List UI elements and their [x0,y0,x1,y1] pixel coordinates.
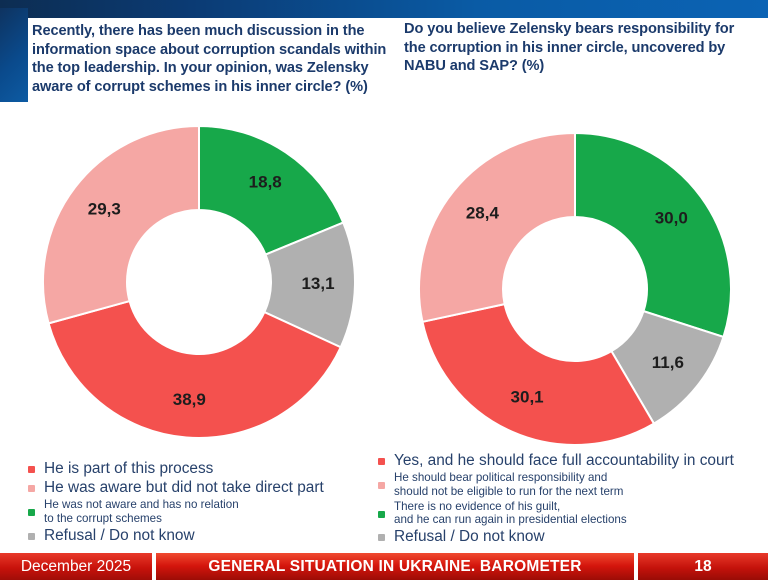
top-accent-band [0,0,768,18]
legend-item: Refusal / Do not know [28,527,388,545]
footer-bar: December 2025 GENERAL SITUATION IN UKRAI… [0,553,768,580]
pie-slice-label: 13,1 [301,274,334,293]
legend-color-swatch-icon [28,509,35,517]
donut-chart-right: 30,0 11,6 30,1 28,4 [416,130,734,448]
pie-slice-label: 30,1 [511,387,544,406]
pie-slice [421,302,656,446]
legend-color-swatch-icon [378,510,385,518]
donut-chart-left-svg: 18,8 13,1 38,9 29,3 [42,124,356,439]
legend-item: He is part of this process [28,460,388,478]
pie-slice [198,124,345,256]
legend-item-label: He was aware but did not take direct par… [44,479,324,497]
pie-slice-label: 28,4 [466,204,500,223]
footer-page-number: 18 [638,553,768,580]
legend-color-swatch-icon [378,482,385,490]
legend-left: He is part of this process He was aware b… [28,460,388,546]
pie-slice-label: 11,6 [652,353,684,372]
pie-slice-label: 29,3 [88,199,121,218]
legend-item-label: There is no evidence of his guilt, and he… [394,499,627,527]
question-title-left: Recently, there has been much discussion… [32,23,387,96]
legend-item-label: Refusal / Do not know [394,527,545,545]
pie-slice-label: 38,9 [173,390,206,409]
legend-item-label: He is part of this process [44,460,214,477]
pie-slice-label: 30,0 [655,208,688,227]
donut-chart-left: 18,8 13,1 38,9 29,3 [40,123,358,441]
pie-slice [574,131,732,339]
legend-item-label: He was not aware and has no relation to t… [44,498,239,526]
legend-item-label-line2: to the corrupt schemes [44,512,162,526]
left-accent-block [0,8,28,102]
legend-item: He was aware but did not take direct par… [28,479,388,497]
legend-item-label-line2: should not be eligible to run for the ne… [394,484,624,498]
pie-slice [47,299,343,439]
legend-color-swatch-icon [28,532,35,540]
legend-item: He was not aware and has no relation to t… [28,498,388,525]
pie-slice [418,131,576,323]
legend-item-label: Refusal / Do not know [44,526,195,544]
question-title-right: Do you believe Zelensky bears responsibi… [404,21,735,75]
footer-title: GENERAL SITUATION IN UKRAINE. BAROMETER [156,553,634,580]
legend-item: Yes, and he should face full accountabil… [378,452,760,470]
pie-slice [42,124,200,325]
legend-item: Refusal / Do not know [378,528,760,546]
legend-color-swatch-icon [28,466,35,473]
footer-divider-1 [152,553,156,580]
footer-divider-2 [634,553,638,580]
legend-item: He should bear political responsibility … [378,471,760,498]
legend-color-swatch-icon [378,533,385,541]
legend-right: Yes, and he should face full accountabil… [378,452,760,547]
legend-color-swatch-icon [28,485,35,493]
legend-item-label-line2: and he can run again in presidential ele… [394,513,627,527]
footer-date: December 2025 [0,553,152,580]
legend-item-label: He should bear political responsibility … [394,471,624,498]
legend-item: There is no evidence of his guilt, and he… [378,500,760,527]
donut-chart-right-svg: 30,0 11,6 30,1 28,4 [418,131,732,446]
pie-slice-label: 18,8 [249,173,282,192]
legend-item-label: Yes, and he should face full accountabil… [394,452,734,469]
legend-color-swatch-icon [378,458,385,465]
